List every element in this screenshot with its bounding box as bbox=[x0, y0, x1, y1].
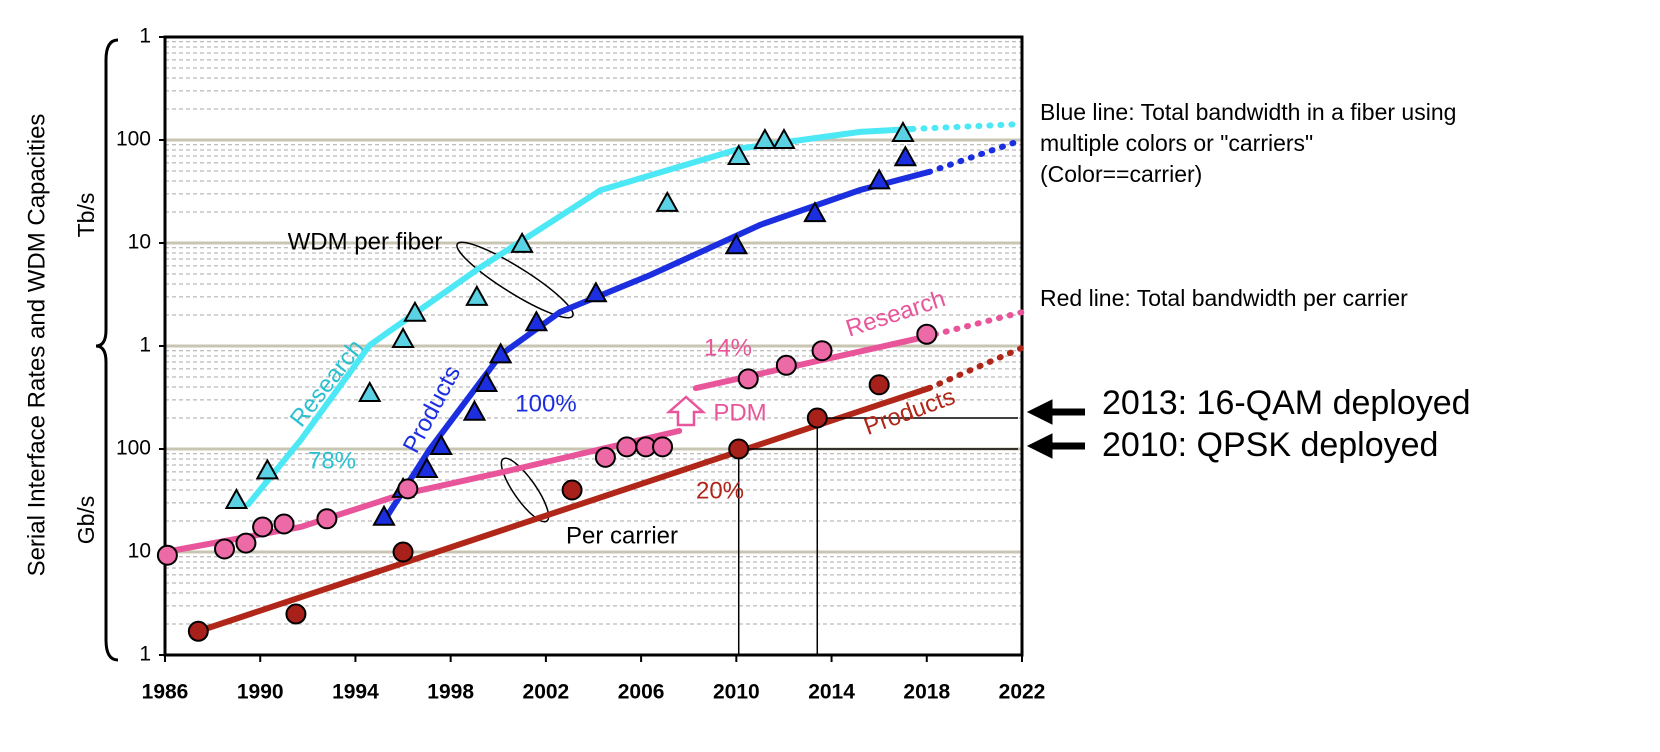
trend-line bbox=[921, 309, 1025, 341]
circle-marker bbox=[652, 436, 674, 458]
y-tick-label: 1 bbox=[139, 643, 151, 666]
triangle-marker bbox=[224, 487, 249, 509]
y-tick-label: 100 bbox=[116, 128, 151, 151]
triangle-marker bbox=[893, 145, 918, 167]
annotation: PDM bbox=[713, 399, 766, 426]
circle-marker bbox=[252, 516, 274, 538]
triangle-marker bbox=[255, 458, 280, 480]
group-ellipse bbox=[500, 457, 550, 523]
group-ellipse bbox=[456, 241, 574, 319]
circle-marker bbox=[214, 538, 236, 560]
y-tick-label: 10 bbox=[128, 231, 151, 254]
y-tick-label: 10 bbox=[128, 540, 151, 563]
triangle-marker bbox=[772, 127, 796, 149]
triangle-marker bbox=[358, 380, 382, 402]
triangle-marker bbox=[391, 326, 415, 348]
circle-marker bbox=[775, 354, 797, 376]
note: Red line: Total bandwidth per carrier bbox=[1040, 285, 1408, 311]
y-tick-label: 100 bbox=[116, 437, 151, 460]
circle-marker bbox=[285, 603, 307, 625]
callout: 2013: 16-QAM deployed bbox=[1102, 384, 1471, 422]
circle-marker bbox=[235, 532, 257, 554]
x-tick-label: 2010 bbox=[713, 681, 760, 704]
x-tick-label: 1986 bbox=[142, 681, 189, 704]
callout: 2010: QPSK deployed bbox=[1102, 426, 1438, 464]
triangle-marker bbox=[867, 168, 891, 190]
triangle-marker bbox=[524, 310, 549, 332]
annotation: 14% bbox=[704, 334, 752, 361]
x-tick-label: 1998 bbox=[427, 681, 474, 704]
triangle-marker bbox=[465, 284, 489, 306]
circle-marker bbox=[561, 479, 583, 501]
annotation: Per carrier bbox=[566, 522, 678, 549]
brace bbox=[95, 38, 119, 662]
circle-marker bbox=[594, 446, 616, 468]
circle-marker bbox=[187, 620, 209, 642]
trend-line bbox=[926, 344, 1025, 392]
pdm-arrow bbox=[665, 395, 707, 427]
circle-marker bbox=[156, 544, 178, 566]
circle-marker bbox=[868, 374, 890, 396]
y-axis-title: Serial Interface Rates and WDM Capacitie… bbox=[23, 114, 50, 577]
circle-marker bbox=[806, 407, 828, 429]
trend-line bbox=[195, 385, 933, 635]
triangle-marker bbox=[510, 231, 534, 253]
note: multiple colors or "carriers" bbox=[1040, 130, 1313, 156]
triangle-marker bbox=[724, 233, 749, 255]
triangle-marker bbox=[429, 433, 453, 455]
triangle-marker bbox=[488, 342, 513, 364]
triangle-marker bbox=[403, 300, 427, 322]
x-tick-label: 2022 bbox=[999, 681, 1046, 704]
triangle-marker bbox=[415, 456, 439, 478]
circle-marker bbox=[392, 541, 414, 563]
circle-marker bbox=[273, 513, 295, 535]
triangle-marker bbox=[462, 399, 487, 421]
x-tick-label: 2006 bbox=[618, 681, 665, 704]
note: Blue line: Total bandwidth in a fiber us… bbox=[1040, 99, 1456, 125]
note: (Color==carrier) bbox=[1040, 161, 1202, 187]
triangle-marker bbox=[584, 281, 608, 303]
triangle-marker bbox=[372, 504, 396, 526]
triangle-marker bbox=[655, 190, 679, 212]
circle-marker bbox=[728, 438, 750, 460]
triangle-marker bbox=[803, 201, 827, 223]
arrows bbox=[1026, 399, 1085, 459]
x-tick-label: 2002 bbox=[523, 681, 570, 704]
trend-line bbox=[245, 125, 916, 508]
x-tick-label: 1990 bbox=[237, 681, 284, 704]
x-tick-label: 2018 bbox=[903, 681, 950, 704]
unit-label: Gb/s bbox=[73, 496, 99, 545]
annotation: 20% bbox=[696, 477, 744, 504]
triangle-marker bbox=[474, 370, 499, 393]
y-tick-label: 1 bbox=[139, 334, 151, 357]
trend-line bbox=[909, 121, 1025, 132]
annotation: 78% bbox=[308, 447, 356, 474]
annotation: WDM per fiber bbox=[288, 228, 443, 255]
circle-marker bbox=[737, 368, 759, 390]
annotation: 100% bbox=[515, 390, 576, 417]
unit-label: Tb/s bbox=[73, 193, 99, 238]
y-tick-label: 1 bbox=[139, 25, 151, 48]
circle-marker bbox=[616, 436, 638, 458]
plot-area bbox=[159, 35, 1024, 662]
triangle-marker bbox=[891, 120, 915, 142]
circle-marker bbox=[397, 478, 419, 500]
circle-marker bbox=[916, 323, 938, 345]
x-tick-label: 2014 bbox=[808, 681, 855, 704]
annotation: Research bbox=[285, 335, 370, 433]
triangle-marker bbox=[753, 127, 777, 149]
x-tick-label: 1994 bbox=[332, 681, 379, 704]
circle-marker bbox=[811, 340, 833, 362]
triangle-marker bbox=[727, 143, 751, 165]
circle-marker bbox=[316, 508, 338, 530]
